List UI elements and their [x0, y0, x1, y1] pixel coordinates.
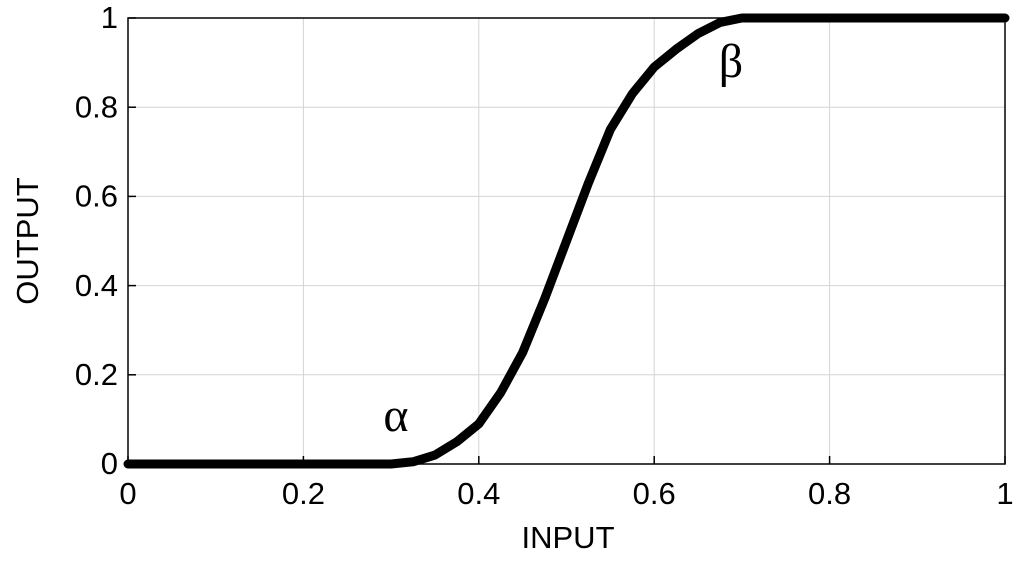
y-tick-label: 0.2 [75, 357, 118, 392]
x-tick-label: 0.8 [808, 476, 851, 511]
y-tick-label: 0 [101, 446, 118, 481]
x-tick-label: 0 [119, 476, 136, 511]
data-line [123, 13, 1010, 469]
x-tick-label: 0.4 [457, 476, 500, 511]
x-axis-label: INPUT [522, 520, 615, 555]
x-tick-label: 0.2 [282, 476, 325, 511]
annotation: β [719, 35, 743, 88]
plot-frame [127, 17, 1006, 465]
x-tick-label: 1 [996, 476, 1013, 511]
y-axis-label: OUTPUT [10, 177, 45, 305]
y-tick-label: 0.6 [75, 179, 118, 214]
annotation: α [383, 389, 408, 442]
y-tick-label: 0.8 [75, 89, 118, 124]
y-tick-label: 1 [101, 0, 118, 35]
y-tick-label: 0.4 [75, 268, 118, 303]
x-tick-label: 0.6 [633, 476, 676, 511]
